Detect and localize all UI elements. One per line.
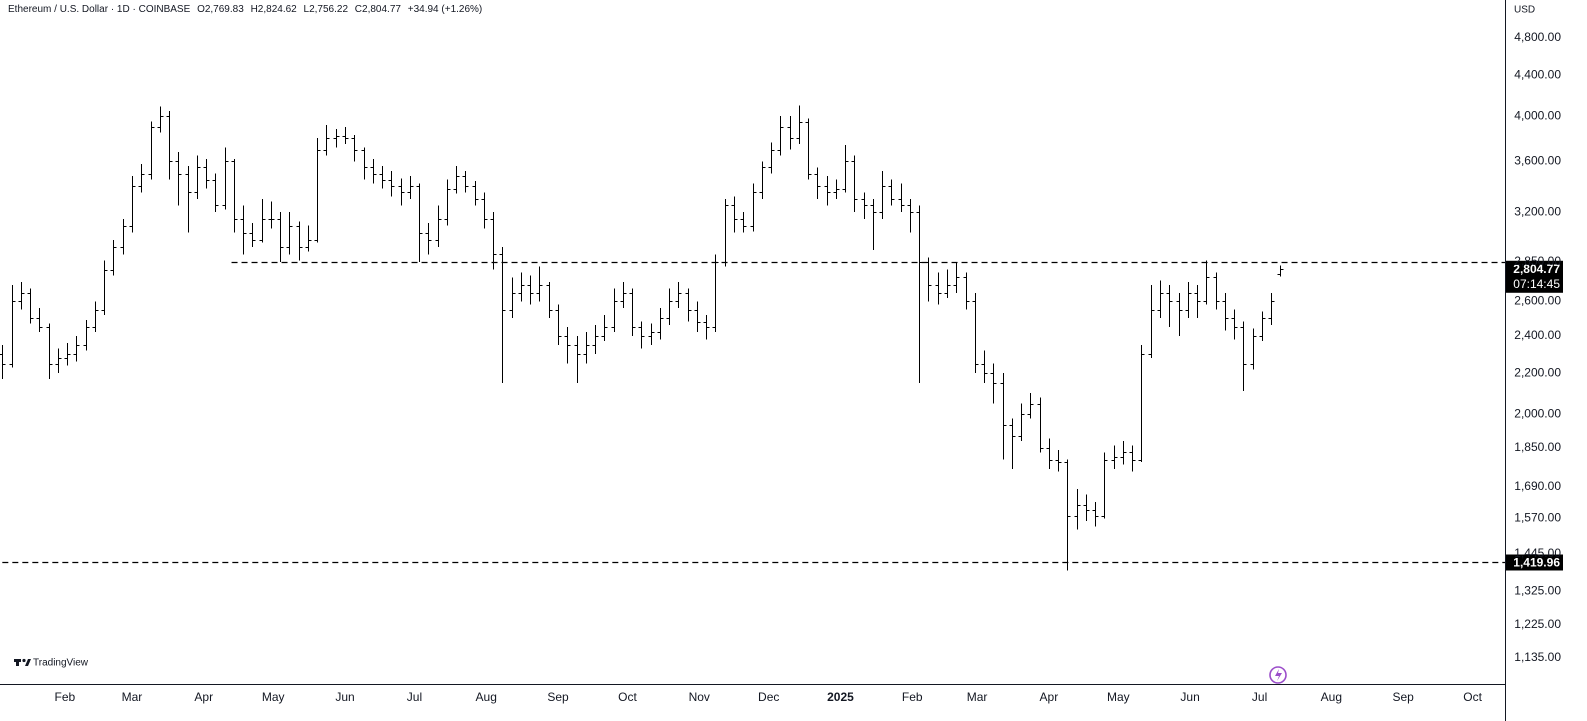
icon-bolt[interactable]: [1275, 669, 1282, 681]
x-tick-label: Dec: [758, 690, 779, 704]
field-value: 2,824.62: [258, 4, 297, 15]
x-tick-label: Oct: [618, 690, 637, 704]
y-tick-label: 2,400.00: [1514, 328, 1561, 342]
field-value: 2,756.22: [309, 4, 348, 15]
y-tick-label: 2,850.00: [1514, 254, 1561, 268]
x-tick-label: Sep: [547, 690, 569, 704]
y-tick-label: 2,200.00: [1514, 365, 1561, 379]
y-tick-label: 4,000.00: [1514, 108, 1561, 122]
x-tick-label: Jul: [407, 690, 422, 704]
field-key: O: [197, 4, 205, 15]
y-tick-label: 2,600.00: [1514, 294, 1561, 308]
field-key: L: [304, 4, 310, 15]
y-tick-label: 4,400.00: [1514, 67, 1561, 81]
brand-logo: TradingView: [14, 658, 89, 669]
field-key: C: [355, 4, 362, 15]
y-tick-label: 1,445.00: [1514, 546, 1561, 560]
y-tick-label: 1,135.00: [1514, 650, 1561, 664]
icon-ring[interactable]: [1269, 666, 1287, 684]
x-tick-label: Nov: [689, 690, 710, 704]
countdown: 07:14:45: [1513, 277, 1560, 291]
y-tick-label: 3,200.00: [1514, 204, 1561, 218]
y-tick-label: 3,600.00: [1514, 154, 1561, 168]
x-tick-label: Jun: [335, 690, 354, 704]
x-tick-label: Oct: [1463, 690, 1482, 704]
y-tick-label: 1,850.00: [1514, 440, 1561, 454]
x-tick-label: Aug: [476, 690, 497, 704]
logo-shape: [22, 658, 26, 663]
y-tick-label: 1,690.00: [1514, 479, 1561, 493]
x-tick-label: Mar: [122, 690, 143, 704]
x-tick-label: May: [262, 690, 285, 704]
x-tick-label: May: [1107, 690, 1130, 704]
y-tick-label: 4,800.00: [1514, 30, 1561, 44]
x-tick-label: Aug: [1321, 690, 1342, 704]
y-tick-label: 1,325.00: [1514, 583, 1561, 597]
assistant-icon[interactable]: [1269, 666, 1287, 684]
x-tick-label: 2025: [827, 690, 854, 704]
x-tick-label: Jul: [1252, 690, 1267, 704]
y-tick-label: 1,225.00: [1514, 617, 1561, 631]
x-tick-label: Apr: [1040, 690, 1059, 704]
brand-name: TradingView: [33, 658, 89, 669]
header: Ethereum / U.S. Dollar · 1D · COINBASE O…: [8, 4, 482, 15]
logo-shape: [25, 659, 31, 666]
change: +34.94 (+1.26%): [408, 4, 483, 15]
x-tick-label: Apr: [194, 690, 213, 704]
x-tick-label: Sep: [1392, 690, 1414, 704]
y-tick-label: 2,000.00: [1514, 406, 1561, 420]
x-tick-label: Feb: [902, 690, 923, 704]
field-value: 2,804.77: [362, 4, 401, 15]
x-tick-label: Feb: [54, 690, 75, 704]
level-label: 1,419.96: [1513, 556, 1560, 570]
field-key: H: [251, 4, 258, 15]
plot-area: [0, 105, 1505, 571]
x-tick-label: Jun: [1180, 690, 1199, 704]
y-tick-label: 1,570.00: [1514, 510, 1561, 524]
symbol: Ethereum / U.S. Dollar · 1D · COINBASE: [8, 4, 191, 15]
last-price-box: [1506, 260, 1563, 293]
level-label-box: [1506, 554, 1563, 571]
logo-shape: [16, 659, 19, 666]
x-tick-label: Mar: [967, 690, 988, 704]
currency: USD: [1514, 5, 1535, 16]
last-price-label: 2,804.77: [1513, 262, 1560, 276]
field-value: 2,769.83: [205, 4, 244, 15]
